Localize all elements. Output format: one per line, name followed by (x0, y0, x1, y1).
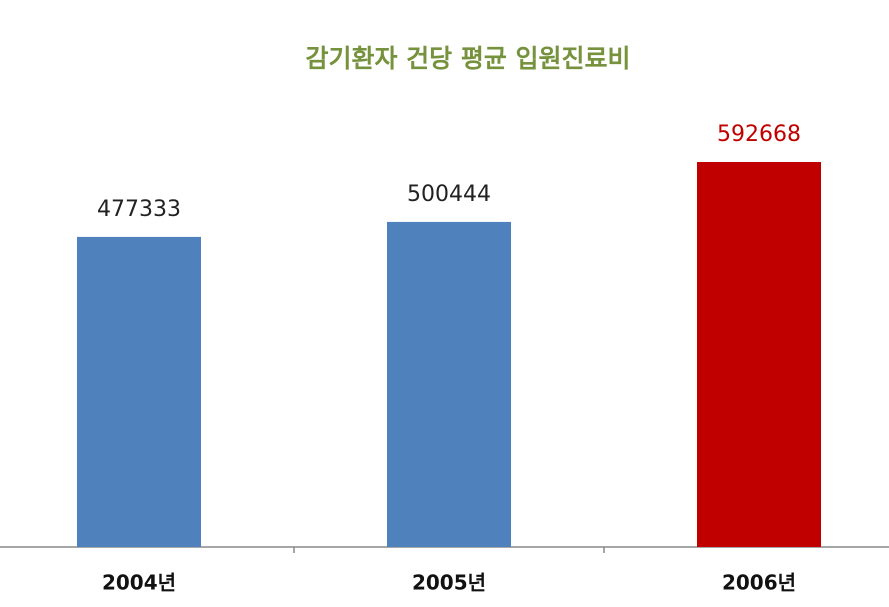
bar (387, 221, 511, 547)
x-tick-label: 2005년 (412, 571, 486, 595)
chart-title: 감기환자 건당 평균 입원진료비 (305, 44, 630, 73)
value-label: 477333 (97, 197, 181, 222)
x-tick-label: 2006년 (722, 571, 796, 595)
value-label: 500444 (407, 182, 491, 207)
x-tick-label: 2004년 (102, 571, 176, 595)
bar (697, 162, 821, 547)
bar (77, 236, 201, 547)
value-label: 592668 (717, 122, 801, 147)
